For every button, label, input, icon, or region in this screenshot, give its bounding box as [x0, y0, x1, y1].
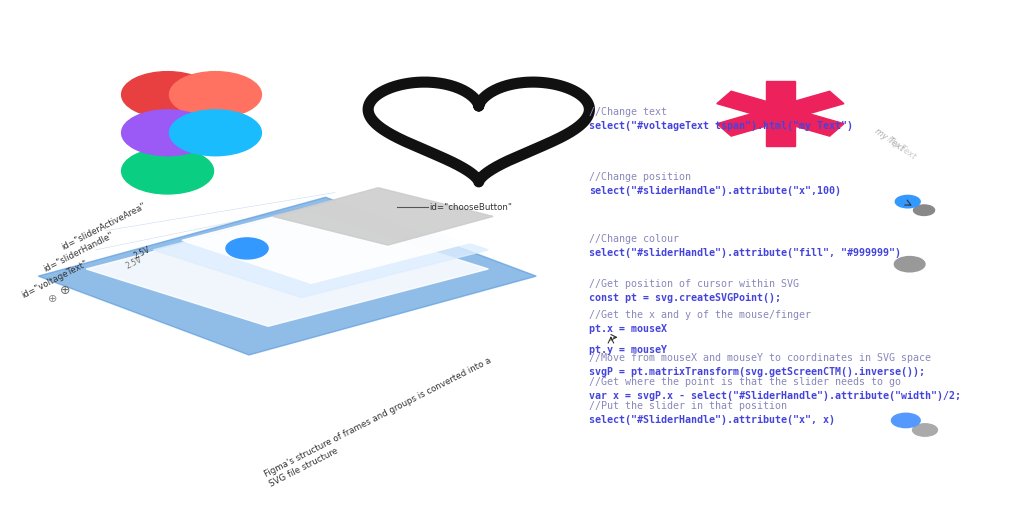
Polygon shape: [38, 198, 537, 355]
Polygon shape: [86, 212, 488, 327]
Text: //Change text: //Change text: [589, 107, 667, 117]
Text: id="sliderHandle": id="sliderHandle": [42, 230, 115, 273]
Circle shape: [122, 72, 214, 118]
Circle shape: [170, 110, 261, 156]
Text: ⊕: ⊕: [59, 284, 71, 296]
Text: my Text: my Text: [885, 135, 918, 161]
Text: select("#sliderHandle").attribute("x",100): select("#sliderHandle").attribute("x",10…: [589, 185, 841, 195]
Text: //Move from mouseX and mouseY to coordinates in SVG space: //Move from mouseX and mouseY to coordin…: [589, 352, 931, 362]
Text: id="sliderActiveArea": id="sliderActiveArea": [59, 202, 147, 252]
Circle shape: [913, 206, 935, 216]
Text: var x = svgP.x - select("#SliderHandle").attribute("width")/2;: var x = svgP.x - select("#SliderHandle")…: [589, 390, 961, 401]
Text: id="chooseButton": id="chooseButton": [429, 203, 512, 212]
Circle shape: [892, 413, 921, 428]
Polygon shape: [368, 83, 590, 183]
Text: select("#voltageText tspan").html("my Text"): select("#voltageText tspan").html("my Te…: [589, 121, 853, 131]
Text: 2.5V: 2.5V: [132, 245, 152, 261]
Text: //Get the x and y of the mouse/finger: //Get the x and y of the mouse/finger: [589, 309, 811, 320]
Text: my Text: my Text: [873, 126, 905, 153]
Polygon shape: [182, 198, 479, 284]
Text: Figma's structure of frames and groups is converted into a
SVG file structure: Figma's structure of frames and groups i…: [263, 355, 498, 487]
Polygon shape: [154, 203, 488, 298]
Polygon shape: [717, 92, 844, 137]
Text: //Put the slider in that position: //Put the slider in that position: [589, 400, 786, 410]
Circle shape: [894, 257, 925, 272]
Text: pt.y = mouseY: pt.y = mouseY: [589, 344, 667, 354]
Text: const pt = svg.createSVGPoint();: const pt = svg.createSVGPoint();: [589, 293, 781, 303]
Circle shape: [122, 149, 214, 194]
Text: //Get position of cursor within SVG: //Get position of cursor within SVG: [589, 278, 799, 289]
Text: pt.x = mouseX: pt.x = mouseX: [589, 324, 667, 334]
Circle shape: [122, 110, 214, 156]
Text: svgP = pt.matrixTransform(svg.getScreenCTM().inverse());: svgP = pt.matrixTransform(svg.getScreenC…: [589, 366, 925, 377]
Text: ⊕: ⊕: [48, 293, 57, 303]
Text: select("#SliderHandle").attribute("x", x): select("#SliderHandle").attribute("x", x…: [589, 414, 835, 425]
Text: 2.5V: 2.5V: [124, 254, 143, 270]
Polygon shape: [273, 188, 494, 246]
Circle shape: [912, 424, 937, 436]
Polygon shape: [717, 92, 844, 137]
Text: //Change position: //Change position: [589, 171, 691, 181]
Text: //Change colour: //Change colour: [589, 233, 679, 243]
Circle shape: [170, 72, 261, 118]
Circle shape: [895, 196, 921, 208]
Text: id="voltageText": id="voltageText": [19, 259, 89, 300]
Polygon shape: [766, 82, 795, 147]
Text: //Get where the point is that the slider needs to go: //Get where the point is that the slider…: [589, 376, 901, 386]
Circle shape: [226, 238, 268, 260]
Text: select("#sliderHandle").attribute("fill", "#999999"): select("#sliderHandle").attribute("fill"…: [589, 247, 901, 258]
